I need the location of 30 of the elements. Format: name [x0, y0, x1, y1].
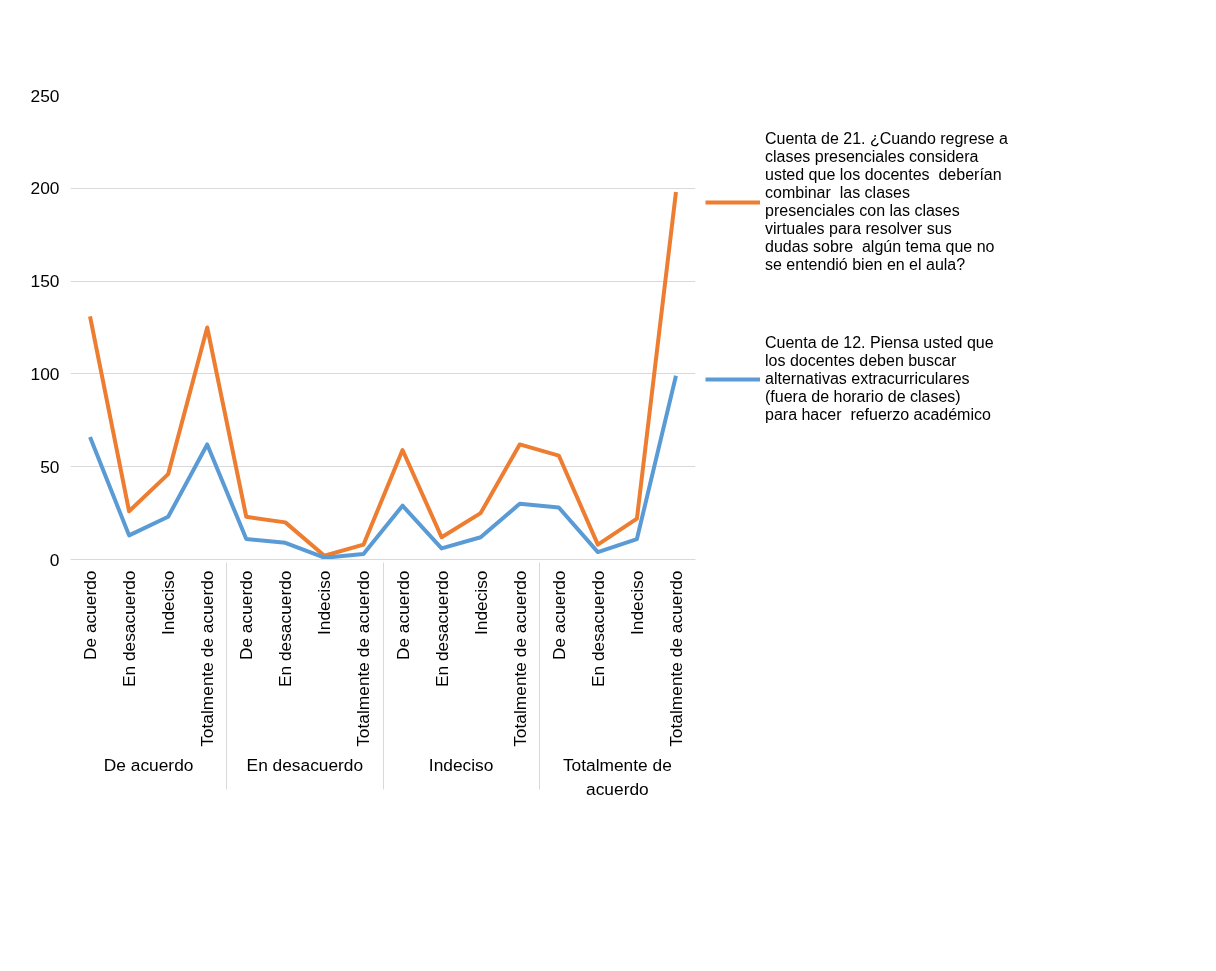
- text: De acuerdo: [103, 754, 194, 775]
- y-tick-label: 50: [40, 456, 60, 477]
- x-tick-label: De acuerdo: [80, 570, 101, 661]
- x-tick-label: En desacuerdo: [431, 570, 452, 688]
- x-tick-label: Indeciso: [470, 570, 491, 636]
- y-tick-label: 150: [30, 271, 60, 292]
- x-tick-label: Totalmente de acuerdo: [509, 570, 530, 747]
- text: En desacuerdo: [246, 754, 364, 775]
- x-tick-label: Indeciso: [158, 570, 179, 636]
- x-tick-label: De acuerdo: [392, 570, 413, 661]
- x-tick-label: De acuerdo: [236, 570, 257, 661]
- x-tick-label: De acuerdo: [548, 570, 569, 661]
- text: Indeciso: [428, 754, 494, 775]
- x-tick-label: Totalmente de acuerdo: [197, 570, 218, 747]
- x-tick-label: En desacuerdo: [275, 570, 296, 688]
- legend-label: Cuenta de 21. ¿Cuando regrese a clases presenciales considera usted que los docentes deberían combinar las clases presenciales con las clases virtuales para resolver sus dudas sobre algún tema que no se entendió bien en el aula?: [765, 129, 1008, 274]
- y-tick-label: 250: [30, 85, 60, 106]
- x-tick-label: Totalmente de acuerdo: [665, 570, 686, 747]
- line-series: [88, 373, 678, 560]
- x-tick-label: En desacuerdo: [119, 570, 140, 688]
- x-tick-label: Indeciso: [626, 570, 647, 636]
- legend-label: Cuenta de 12. Piensa usted que los docentes deben buscar alternativas extracurriculares (fuera de horario de clases) para hacer refuerzo académico: [765, 333, 994, 424]
- y-tick-label: 200: [30, 178, 60, 199]
- y-tick-label: 100: [30, 363, 60, 384]
- text: Totalmente de acuerdo: [562, 754, 672, 799]
- line-series: [88, 190, 678, 558]
- x-tick-label: Totalmente de acuerdo: [353, 570, 374, 747]
- x-tick-label: En desacuerdo: [587, 570, 608, 688]
- x-tick-label: Indeciso: [314, 570, 335, 636]
- y-tick-label: 0: [49, 549, 60, 570]
